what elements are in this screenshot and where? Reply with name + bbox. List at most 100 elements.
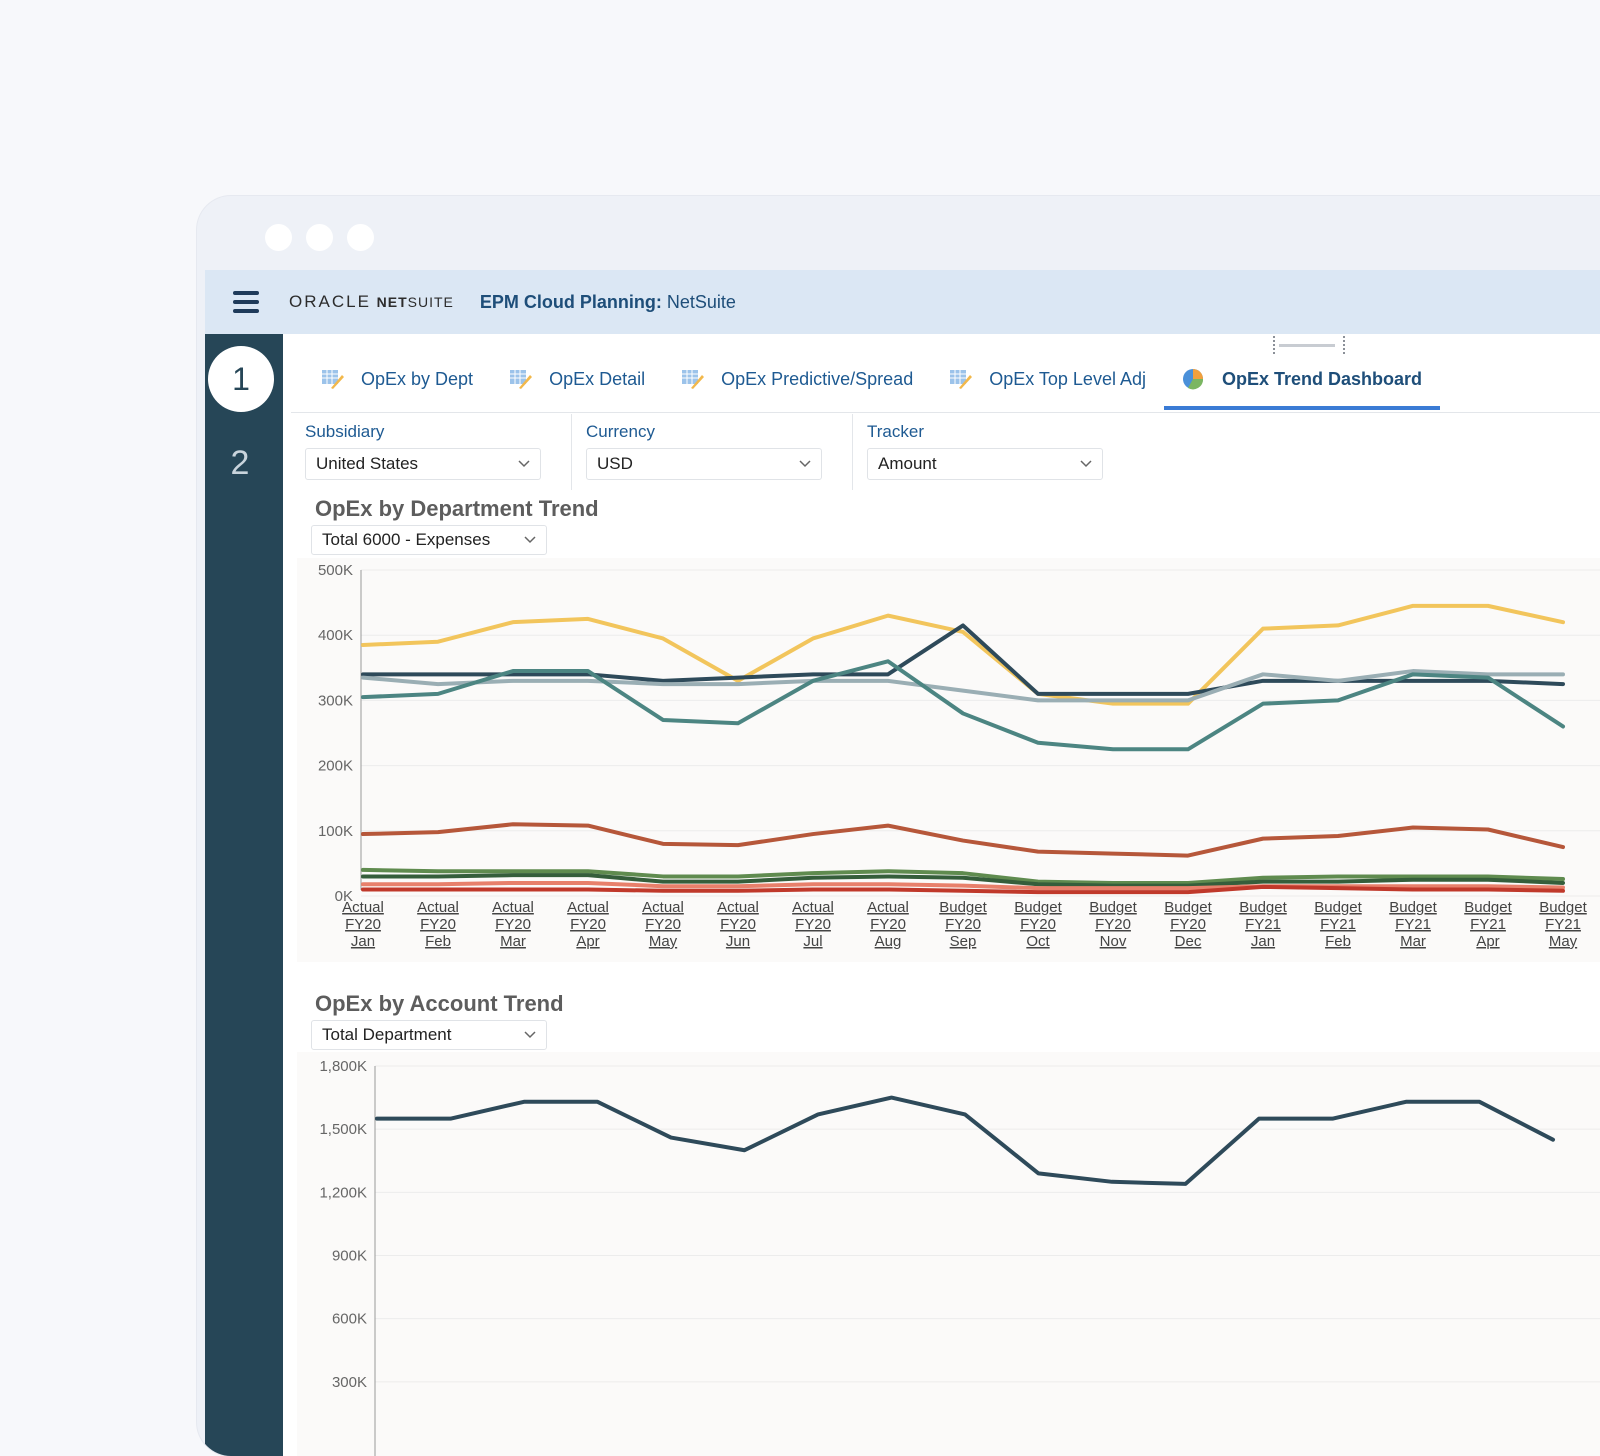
chart-background (297, 558, 1600, 962)
series-line (361, 822, 1565, 858)
x-tick-label: Aug (875, 933, 902, 950)
tab-label: OpEx Trend Dashboard (1221, 368, 1423, 389)
y-tick-label: 1,500K (319, 1121, 367, 1138)
currency-value: USD (597, 454, 633, 473)
x-tick-label: May (1549, 933, 1578, 950)
filter-currency: Currency USD (572, 414, 853, 490)
chevron-down-icon (799, 460, 811, 468)
series-line (361, 623, 1565, 696)
app-title: EPM Cloud Planning: NetSuite (480, 292, 736, 313)
y-tick-label: 900K (332, 1248, 367, 1265)
x-tick-label: FY20 (570, 916, 606, 933)
window-controls (265, 224, 374, 251)
x-tick-label: Actual (867, 899, 909, 916)
chart1-account-value: Total 6000 - Expenses (322, 530, 491, 549)
x-tick-label: Actual (492, 899, 534, 916)
subsidiary-value: United States (316, 454, 419, 473)
tab-label: OpEx Detail (549, 368, 646, 389)
series-line (361, 884, 1565, 895)
series-line (361, 659, 1565, 752)
x-tick-label: Budget (1389, 899, 1437, 916)
tracker-select[interactable]: Amount (867, 448, 1103, 480)
x-tick-label: Jan (351, 933, 375, 950)
main-content: OpEx by Dept OpEx Detail OpEx Predictive/S… (283, 334, 1600, 1456)
opex-department-trend-chart: 500K400K300K200K100K0KActualFY20JanActua… (297, 558, 1600, 962)
x-tick-label: Budget (1164, 899, 1212, 916)
tab-label: OpEx by Dept (361, 368, 474, 389)
y-tick-label: 600K (332, 1311, 367, 1328)
filter-label: Subsidiary (305, 422, 385, 441)
y-tick-label: 1,800K (319, 1058, 367, 1075)
app-title-bold: EPM Cloud Planning: (479, 291, 662, 312)
x-tick-label: Actual (567, 899, 609, 916)
subsidiary-select[interactable]: United States (305, 448, 541, 480)
x-tick-label: Actual (642, 899, 684, 916)
app-header: ORACLE NETSUITE EPM Cloud Planning: NetS… (205, 270, 1600, 334)
hamburger-menu-icon[interactable] (233, 291, 259, 313)
form-grid-icon (950, 370, 973, 389)
tracker-value: Amount (878, 454, 937, 473)
series-line (361, 873, 1565, 888)
chart2-department-select[interactable]: Total Department (311, 1020, 547, 1050)
x-tick-label: Oct (1026, 933, 1050, 950)
series-line (375, 1095, 1555, 1186)
x-tick-label: Budget (1014, 899, 1062, 916)
x-tick-label: Actual (792, 899, 834, 916)
x-tick-label: FY20 (495, 916, 531, 933)
window-dot[interactable] (265, 224, 292, 251)
chart1-title: OpEx by Department Trend (315, 496, 599, 521)
x-tick-label: Feb (1325, 933, 1351, 950)
window-dot[interactable] (306, 224, 333, 251)
tab-opex-detail[interactable]: OpEx Detail (491, 354, 663, 404)
step-1-button[interactable]: 1 (208, 346, 274, 412)
x-tick-label: FY21 (1320, 916, 1356, 933)
x-tick-label: FY20 (1095, 916, 1131, 933)
series-line (361, 867, 1565, 885)
x-tick-label: FY21 (1470, 916, 1506, 933)
x-tick-label: Budget (1539, 899, 1587, 916)
tab-opex-trend-dashboard[interactable]: OpEx Trend Dashboard (1163, 354, 1441, 410)
x-tick-label: Jan (1251, 933, 1275, 950)
y-tick-label: 300K (332, 1374, 367, 1391)
currency-select[interactable]: USD (586, 448, 822, 480)
chevron-down-icon (524, 536, 536, 544)
series-line (361, 880, 1565, 891)
x-tick-label: Budget (1089, 899, 1137, 916)
x-tick-label: Nov (1100, 933, 1127, 950)
x-tick-label: FY20 (795, 916, 831, 933)
y-tick-label: 0K (335, 888, 353, 905)
y-tick-label: 1,200K (319, 1184, 367, 1201)
filter-tracker: Tracker Amount (853, 414, 1133, 490)
x-tick-label: Jun (726, 933, 750, 950)
tab-opex-predictive-spread[interactable]: OpEx Predictive/Spread (663, 354, 931, 404)
x-tick-label: FY20 (1020, 916, 1056, 933)
opex-account-trend-chart: 1,800K 1,500K 1,200K 900K 600K 300K (297, 1052, 1600, 1456)
x-tick-label: Feb (425, 933, 451, 950)
x-tick-label: FY20 (420, 916, 456, 933)
resize-handle-icon[interactable] (1273, 336, 1353, 354)
y-tick-label: 400K (318, 627, 353, 644)
window-dot[interactable] (347, 224, 374, 251)
tab-label: OpEx Top Level Adj (989, 368, 1146, 389)
x-tick-label: Sep (950, 933, 977, 950)
x-tick-label: FY20 (1170, 916, 1206, 933)
x-tick-label: Mar (1400, 933, 1426, 950)
chevron-down-icon (518, 460, 530, 468)
chart1-account-select[interactable]: Total 6000 - Expenses (311, 525, 547, 555)
series-line (361, 669, 1565, 703)
x-tick-label: FY21 (1395, 916, 1431, 933)
x-tick-label: Budget (1239, 899, 1287, 916)
tab-opex-by-dept[interactable]: OpEx by Dept (303, 354, 491, 404)
x-tick-label: FY21 (1545, 916, 1581, 933)
tab-opex-top-level-adj[interactable]: OpEx Top Level Adj (931, 354, 1164, 404)
chart2-title: OpEx by Account Trend (315, 991, 564, 1016)
step-2-button[interactable]: 2 (230, 444, 250, 482)
x-tick-label: Apr (576, 933, 599, 950)
y-tick-label: 100K (318, 823, 353, 840)
oracle-netsuite-logo: ORACLE NETSUITE (289, 292, 454, 311)
step-sidebar: 1 2 (205, 334, 283, 1456)
x-tick-label: FY20 (345, 916, 381, 933)
form-grid-icon (682, 370, 705, 389)
x-tick-label: Jul (803, 933, 822, 950)
y-tick-label: 300K (318, 692, 353, 709)
